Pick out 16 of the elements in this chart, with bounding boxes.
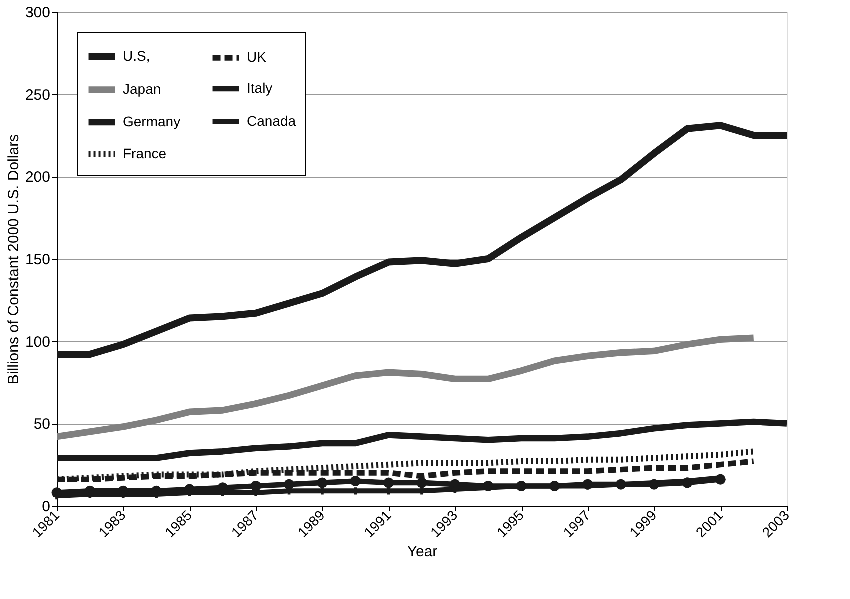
y-tick-label: 50 (34, 416, 50, 434)
legend-label: Italy (247, 80, 273, 96)
y-tick-label: 0 (42, 498, 50, 516)
y-tick-label: 200 (25, 169, 50, 186)
y-tick-label: 250 (25, 86, 50, 104)
y-tick-label: 150 (25, 252, 50, 268)
legend-label: Germany (123, 114, 181, 130)
legend-label: UK (247, 49, 268, 66)
legend-label: U.S, (123, 48, 150, 64)
legend-label: Canada (247, 113, 296, 129)
y-axis-title: Billions of Constant 2000 U.S. Dollars (5, 134, 22, 385)
y-tick-label: 300 (25, 4, 50, 22)
y-tick-label: 100 (25, 334, 50, 351)
legend-label: Japan (123, 81, 162, 97)
legend-label: France (123, 146, 167, 162)
x-axis-title: Year (407, 543, 438, 560)
